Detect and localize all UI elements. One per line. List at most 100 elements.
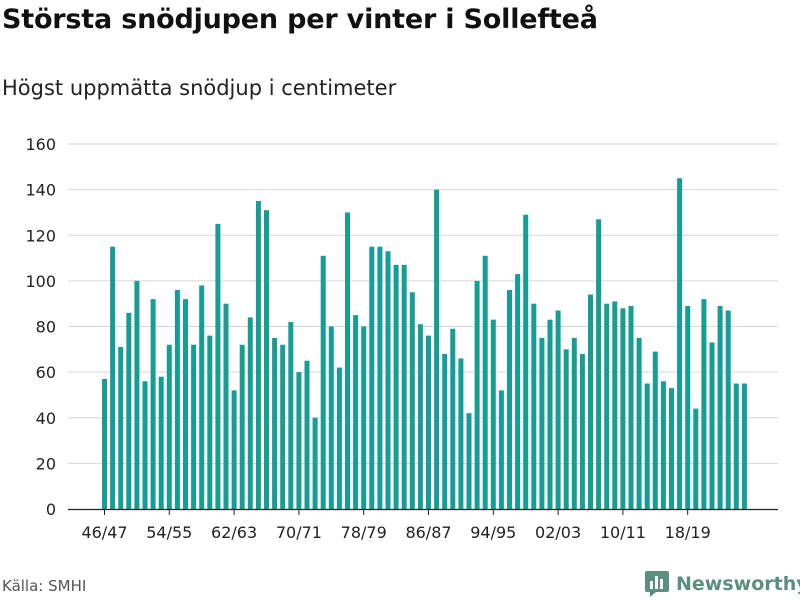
brand-name: Newsworthy (676, 573, 800, 595)
bar (134, 280, 140, 510)
bar (312, 417, 318, 509)
bar (531, 303, 537, 509)
bar (474, 280, 480, 510)
bar (150, 299, 156, 510)
x-tick-label: 02/03 (535, 523, 581, 542)
bar (652, 351, 658, 509)
y-tick-label: 100 (25, 272, 56, 291)
x-tick-label: 94/95 (470, 523, 516, 542)
bar (434, 189, 440, 510)
bar (482, 255, 488, 509)
bar (539, 337, 545, 509)
bar (458, 358, 464, 509)
chart-title: Största snödjupen per vinter i Sollefteå (2, 4, 598, 35)
x-tick-label: 70/71 (276, 523, 322, 542)
bar (361, 326, 367, 509)
bar (174, 290, 180, 509)
x-tick-label: 54/55 (146, 523, 192, 542)
bar (636, 337, 642, 509)
bar (239, 344, 245, 509)
bar (620, 308, 626, 509)
bar (677, 178, 683, 509)
bar (385, 251, 391, 509)
bar (426, 335, 431, 510)
x-tick-label: 78/79 (341, 523, 387, 542)
bar (369, 246, 375, 509)
bar (523, 214, 529, 509)
bar (701, 299, 707, 510)
bar (741, 383, 747, 509)
bar (547, 319, 553, 509)
bar (596, 219, 602, 509)
bar (725, 310, 731, 509)
bar (498, 390, 504, 510)
y-tick-label: 120 (25, 226, 56, 245)
y-tick-label: 0 (46, 500, 56, 519)
y-tick-label: 140 (25, 181, 56, 200)
bar (555, 310, 561, 509)
bar (345, 212, 350, 509)
bar (183, 299, 188, 510)
brand-logo: Newsworthy (644, 570, 800, 598)
bar (166, 344, 172, 509)
bars (102, 178, 747, 510)
bar (604, 303, 610, 509)
y-tick-label: 40 (36, 409, 56, 428)
bar (288, 321, 294, 509)
bar-chart-logo-icon (645, 571, 669, 597)
bar (158, 376, 164, 509)
bar (669, 388, 674, 509)
bar (733, 383, 739, 509)
bar (515, 274, 521, 509)
bar (709, 342, 715, 509)
bar (255, 201, 261, 509)
bar (450, 328, 456, 509)
bar (264, 210, 269, 509)
bar (296, 372, 302, 510)
y-tick-label: 160 (25, 135, 56, 154)
bar (247, 317, 253, 510)
bar (280, 344, 286, 509)
x-tick-label: 10/11 (600, 523, 646, 542)
bar (660, 381, 666, 509)
bar (320, 255, 326, 509)
chart-subtitle: Högst uppmätta snödjup i centimeter (2, 76, 397, 100)
source-note: Källa: SMHI (2, 577, 87, 595)
bar (272, 337, 278, 509)
x-tick-label: 46/47 (81, 523, 127, 542)
bar (223, 303, 229, 509)
bar (507, 290, 512, 509)
y-tick-label: 80 (36, 318, 56, 337)
bar (409, 292, 415, 509)
bar (118, 347, 124, 509)
y-tick-label: 60 (36, 363, 56, 382)
bar (490, 319, 496, 509)
bar (401, 264, 407, 509)
bar (417, 324, 423, 509)
bar (231, 390, 237, 510)
bar (612, 301, 618, 509)
bar (579, 353, 585, 510)
bar (588, 294, 593, 509)
y-axis-ticks: 0 20 40 60 80 100 120 140 160 (25, 135, 56, 519)
bar (377, 246, 383, 509)
bar (191, 344, 197, 509)
x-tick-label: 86/87 (405, 523, 451, 542)
bar (571, 337, 577, 509)
bar (466, 413, 472, 509)
bar (199, 285, 205, 509)
bar (126, 312, 132, 509)
bar (442, 353, 448, 510)
bar (353, 315, 359, 509)
x-tick-label: 62/63 (211, 523, 257, 542)
bar (563, 349, 569, 509)
bar (336, 367, 342, 509)
bar (628, 305, 634, 509)
bar (393, 264, 399, 509)
bar (215, 223, 221, 509)
bar (110, 246, 116, 509)
x-tick-label: 18/19 (665, 523, 711, 542)
bar (207, 335, 213, 510)
bar (693, 408, 699, 510)
